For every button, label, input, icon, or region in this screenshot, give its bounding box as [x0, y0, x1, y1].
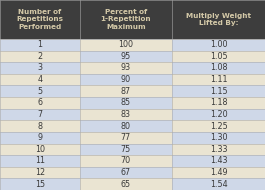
Text: 11: 11 [35, 156, 45, 165]
Bar [172, 97, 265, 109]
Bar [172, 178, 265, 190]
Text: 1.20: 1.20 [210, 110, 227, 119]
Text: Multiply Weight
Lifted By:: Multiply Weight Lifted By: [186, 13, 251, 26]
Bar [0, 178, 80, 190]
Text: 1.33: 1.33 [210, 145, 227, 154]
Bar [172, 51, 265, 62]
Text: 85: 85 [121, 98, 131, 107]
Bar [172, 109, 265, 120]
Text: 87: 87 [121, 87, 131, 96]
Bar [172, 155, 265, 167]
Bar [80, 132, 172, 143]
Bar [0, 120, 80, 132]
Bar [0, 39, 80, 51]
Bar [172, 143, 265, 155]
Bar [0, 51, 80, 62]
Text: 1.00: 1.00 [210, 40, 227, 49]
Text: 8: 8 [37, 122, 42, 131]
Bar [80, 143, 172, 155]
Bar [0, 132, 80, 143]
Text: 1.15: 1.15 [210, 87, 227, 96]
Text: 1.30: 1.30 [210, 133, 227, 142]
Bar [172, 120, 265, 132]
Text: 95: 95 [121, 52, 131, 61]
Bar [80, 62, 172, 74]
Text: 9: 9 [37, 133, 42, 142]
Text: 1.18: 1.18 [210, 98, 227, 107]
Text: 80: 80 [121, 122, 131, 131]
Bar [172, 74, 265, 86]
Text: 4: 4 [37, 75, 42, 84]
Bar [172, 0, 265, 39]
Bar [0, 167, 80, 178]
Text: 75: 75 [121, 145, 131, 154]
Bar [0, 143, 80, 155]
Text: 93: 93 [121, 63, 131, 73]
Text: 1.49: 1.49 [210, 168, 227, 177]
Text: 100: 100 [118, 40, 133, 49]
Bar [172, 86, 265, 97]
Text: 6: 6 [37, 98, 42, 107]
Text: Percent of
1-Repetition
Maximum: Percent of 1-Repetition Maximum [100, 9, 151, 30]
Text: 70: 70 [121, 156, 131, 165]
Bar [80, 155, 172, 167]
Text: 90: 90 [121, 75, 131, 84]
Bar [0, 0, 80, 39]
Text: 10: 10 [35, 145, 45, 154]
Text: 77: 77 [121, 133, 131, 142]
Text: 1.05: 1.05 [210, 52, 227, 61]
Text: 5: 5 [37, 87, 42, 96]
Bar [0, 109, 80, 120]
Bar [0, 74, 80, 86]
Bar [80, 109, 172, 120]
Text: 3: 3 [37, 63, 42, 73]
Text: 1.11: 1.11 [210, 75, 227, 84]
Text: 65: 65 [121, 180, 131, 189]
Text: 1.54: 1.54 [210, 180, 227, 189]
Text: 2: 2 [37, 52, 42, 61]
Bar [80, 39, 172, 51]
Bar [0, 97, 80, 109]
Text: 1.43: 1.43 [210, 156, 227, 165]
Bar [80, 97, 172, 109]
Bar [172, 132, 265, 143]
Bar [80, 74, 172, 86]
Bar [172, 62, 265, 74]
Text: 1.25: 1.25 [210, 122, 227, 131]
Text: 12: 12 [35, 168, 45, 177]
Text: 15: 15 [35, 180, 45, 189]
Bar [80, 167, 172, 178]
Bar [80, 178, 172, 190]
Text: 67: 67 [121, 168, 131, 177]
Bar [172, 167, 265, 178]
Bar [80, 51, 172, 62]
Bar [0, 86, 80, 97]
Text: 1: 1 [37, 40, 42, 49]
Text: 1.08: 1.08 [210, 63, 227, 73]
Text: 83: 83 [121, 110, 131, 119]
Bar [80, 0, 172, 39]
Bar [0, 62, 80, 74]
Bar [172, 39, 265, 51]
Bar [0, 155, 80, 167]
Text: 7: 7 [37, 110, 42, 119]
Bar [80, 86, 172, 97]
Bar [80, 120, 172, 132]
Text: Number of
Repetitions
Performed: Number of Repetitions Performed [16, 9, 63, 30]
